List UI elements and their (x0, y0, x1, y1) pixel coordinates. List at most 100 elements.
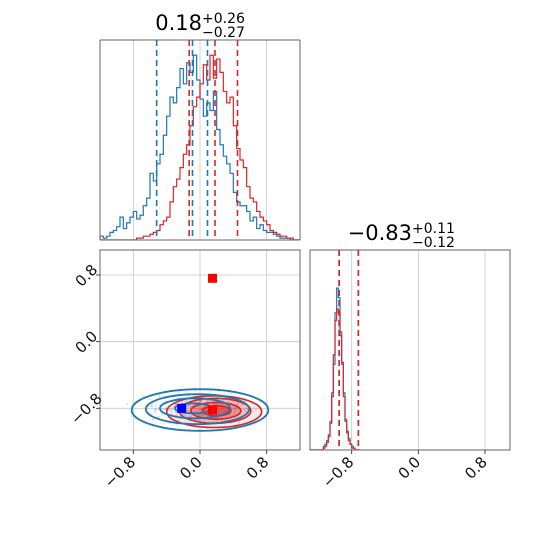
histogram-x-grid (132, 40, 268, 240)
sample-point-blue (156, 408, 159, 411)
histogram-x-title-median: 0.18 (155, 11, 202, 35)
sample-point-blue (150, 413, 153, 416)
sample-point-blue (197, 413, 200, 416)
sample-point-blue (188, 410, 191, 413)
sample-point-blue (218, 408, 221, 411)
sample-point-blue (221, 403, 224, 406)
sample-point-red (203, 419, 206, 422)
sample-point-red (217, 410, 219, 412)
histogram-x-series-blue (100, 54, 300, 240)
sample-point-blue (153, 409, 156, 411)
sample-point-blue (164, 407, 167, 409)
sample-point-blue (177, 419, 180, 422)
sample-point-red (234, 407, 237, 409)
sample-point-red (214, 403, 217, 406)
histogram-x-title-upper: +0.26 (202, 11, 245, 27)
sample-point-red (198, 409, 200, 411)
sample-point-blue (183, 418, 186, 421)
sample-point-blue (170, 412, 173, 415)
sample-point-red (238, 421, 241, 424)
sample-point-blue (175, 403, 178, 406)
sample-point-blue (130, 415, 133, 418)
sample-point-blue (209, 391, 212, 393)
sample-point-red (208, 420, 210, 423)
sample-point-blue (185, 421, 188, 424)
sample-point-red (193, 403, 195, 406)
sample-point-red (220, 408, 223, 411)
sample-point-blue (148, 398, 151, 401)
sample-point-blue (193, 408, 196, 411)
contour-panel: −0.8 0.0 0.8 −0.8 0.0 0.8 (67, 249, 301, 492)
sample-point-red (236, 403, 239, 405)
sample-point-red (221, 406, 224, 409)
sample-point-red (217, 407, 220, 410)
sample-point-red (217, 411, 220, 414)
sample-point-blue (187, 404, 190, 407)
sample-point-red (246, 409, 249, 412)
blue-contours (130, 388, 270, 432)
sample-point-blue (187, 409, 190, 412)
histogram-y-grid (351, 250, 486, 450)
sample-point-blue (230, 393, 232, 395)
sample-point-red (202, 414, 205, 417)
histogram-y-quantiles (338, 250, 360, 450)
sample-point-blue (217, 390, 220, 393)
sample-point-blue (155, 407, 157, 410)
sample-point-red (200, 407, 203, 410)
sample-point-blue (154, 404, 157, 407)
blue-contour-level-3 (130, 388, 270, 432)
histogram-y-series-blue (310, 287, 360, 450)
sample-point-blue (175, 423, 178, 426)
sample-point-blue (152, 418, 155, 421)
histogram-x-series (100, 54, 300, 240)
sample-point-blue (227, 400, 230, 403)
sample-point-blue (155, 401, 158, 404)
sample-point-red (233, 408, 236, 411)
sample-point-blue (206, 399, 209, 402)
sample-point-blue (162, 408, 165, 411)
sample-point-blue (175, 414, 178, 417)
sample-point-blue (195, 419, 198, 421)
truth-markers (177, 273, 217, 415)
sample-point-red (223, 410, 226, 412)
sample-point-blue (202, 414, 205, 417)
sample-point-blue (161, 413, 163, 416)
sample-point-blue (164, 400, 166, 403)
sample-point-red (255, 408, 257, 411)
sample-point-blue (187, 404, 190, 407)
sample-point-red (217, 403, 219, 406)
sample-point-blue (154, 411, 157, 413)
histogram-x-quantiles (155, 40, 239, 240)
sample-point-blue (235, 406, 238, 409)
sample-point-red (236, 403, 239, 406)
sample-point-blue (191, 405, 194, 407)
sample-point-blue (154, 409, 157, 412)
histogram-y-title-upper: +0.11 (412, 221, 455, 237)
sample-point-blue (211, 420, 214, 423)
sample-point-red (243, 408, 246, 411)
sample-point-red (197, 419, 200, 421)
sample-point-red (213, 402, 215, 405)
sample-point-blue (223, 392, 226, 395)
histogram-panel-y: −0.8 0.0 0.8 −0.83 +0.11 −0.12 (309, 221, 511, 492)
sample-point-red (244, 410, 247, 413)
truth-marker-1 (177, 403, 187, 413)
histogram-y-xtick-label-1: 0.0 (395, 453, 425, 483)
histogram-y-series-red (310, 308, 360, 450)
sample-point-blue (151, 405, 153, 408)
histogram-x-frame (99, 39, 301, 241)
sample-point-red (220, 408, 223, 410)
sample-point-blue (177, 391, 180, 394)
sample-point-blue (217, 413, 220, 416)
sample-point-red (221, 408, 224, 411)
sample-point-red (189, 406, 192, 409)
sample-point-blue (157, 415, 160, 418)
sample-point-blue (185, 409, 188, 412)
sample-point-red (225, 409, 228, 411)
sample-point-blue (200, 408, 203, 411)
sample-point-blue (143, 395, 145, 398)
histogram-panel-x: 0.18 +0.26 −0.27 (99, 11, 301, 241)
sample-point-blue (158, 395, 161, 398)
sample-point-blue (169, 409, 172, 412)
sample-point-blue (252, 409, 255, 412)
